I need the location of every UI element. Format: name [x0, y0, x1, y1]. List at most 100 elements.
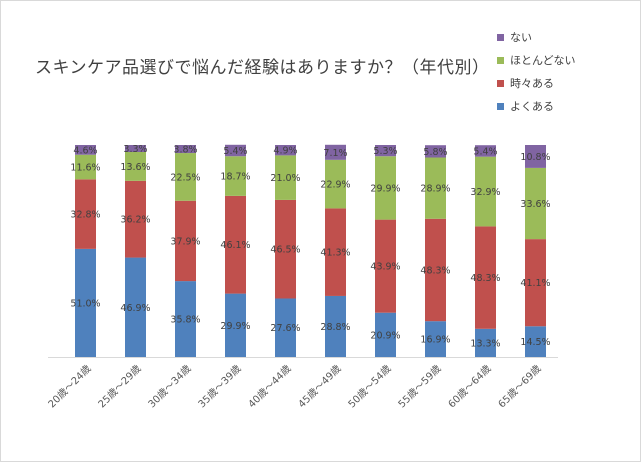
data-label: 33.6%: [520, 199, 550, 210]
data-label: 46.9%: [120, 303, 150, 314]
bar-segment: [175, 145, 196, 154]
bar-segment: [375, 145, 396, 157]
data-label: 29.9%: [220, 321, 250, 332]
bar-segment: [75, 154, 96, 180]
data-label: 13.6%: [120, 162, 150, 173]
data-label: 14.5%: [520, 337, 550, 348]
data-label: 21.0%: [270, 173, 300, 184]
x-tick-label: 60歳～64歳: [446, 363, 494, 411]
data-label: 13.3%: [470, 338, 500, 349]
legend-label: ない: [510, 31, 532, 44]
bar-segment: [525, 239, 546, 327]
x-tick-label: 30歳～34歳: [146, 363, 194, 411]
bar-segment: [475, 156, 496, 227]
x-tick-label: 55歳～59歳: [396, 363, 444, 411]
bar-segment: [225, 195, 246, 294]
bar-segment: [75, 248, 96, 357]
legend-label: よくある: [510, 100, 554, 113]
data-label: 37.9%: [170, 236, 200, 247]
data-label: 16.9%: [420, 335, 450, 346]
data-label: 18.7%: [220, 172, 250, 183]
bar-segment: [125, 257, 146, 357]
data-label: 32.9%: [470, 187, 500, 198]
bar-segment: [425, 321, 446, 357]
x-tick-label: 25歳～29歳: [96, 363, 144, 411]
bar-segment: [425, 218, 446, 322]
bar-segment: [375, 219, 396, 313]
bar-segment: [75, 145, 96, 155]
bar-segment: [325, 144, 346, 160]
data-label: 48.3%: [420, 265, 450, 276]
data-label: 36.2%: [120, 215, 150, 226]
bar-segment: [475, 226, 496, 329]
data-label: 5.4%: [473, 146, 497, 157]
bar-segment: [275, 199, 296, 299]
bar-segment: [525, 326, 546, 357]
legend-swatch: [497, 80, 504, 87]
data-label: 5.3%: [373, 146, 397, 157]
data-label: 35.8%: [170, 315, 200, 326]
bar-segment: [475, 328, 496, 357]
bar-segment: [375, 312, 396, 357]
data-label: 3.8%: [173, 145, 197, 156]
data-label: 10.8%: [520, 152, 550, 163]
data-label: 43.9%: [370, 262, 400, 273]
data-label: 7.1%: [323, 148, 347, 159]
data-label: 28.8%: [320, 322, 350, 333]
x-tick-label: 35歳～39歳: [196, 363, 244, 411]
data-label: 5.4%: [223, 146, 247, 157]
legend-label: 時々ある: [510, 77, 554, 90]
chart-title: スキンケア品選びで悩んだ経験はありますか？（年代別）: [35, 58, 490, 78]
data-label: 46.1%: [220, 240, 250, 251]
data-label: 5.8%: [423, 147, 447, 158]
x-tick-label: 50歳～54歳: [346, 363, 394, 411]
data-label: 32.8%: [70, 210, 100, 221]
data-label: 22.9%: [320, 180, 350, 191]
bar-segment: [225, 293, 246, 357]
legend-swatch: [497, 34, 504, 41]
data-label: 4.9%: [273, 146, 297, 157]
data-label: 48.3%: [470, 273, 500, 284]
legend-swatch: [497, 103, 504, 110]
bar-segment: [225, 144, 246, 157]
bar-segment: [225, 156, 246, 196]
legend-label: ほとんどない: [510, 54, 575, 67]
bar-segment: [425, 145, 446, 158]
data-label: 20.9%: [370, 330, 400, 341]
bar-segment: [275, 298, 296, 357]
x-tick-label: 40歳～44歳: [246, 363, 294, 411]
data-label: 3.3%: [123, 144, 147, 155]
bar-segment: [375, 156, 396, 220]
data-label: 28.9%: [420, 184, 450, 195]
legend-swatch: [497, 57, 504, 64]
x-tick-label: 45歳～49歳: [296, 363, 344, 411]
data-label: 4.6%: [73, 145, 97, 156]
bar-segment: [525, 145, 546, 168]
data-label: 41.1%: [520, 278, 550, 289]
bar-segment: [125, 151, 146, 181]
bar-segment: [425, 157, 446, 219]
bar-segment: [325, 208, 346, 296]
data-label: 27.6%: [270, 323, 300, 334]
data-label: 29.9%: [370, 183, 400, 194]
data-label: 41.3%: [320, 248, 350, 259]
bar-segment: [325, 159, 346, 209]
bar-segment: [525, 167, 546, 240]
bar-segment: [125, 145, 146, 152]
bar-segment: [475, 145, 496, 157]
bar-segment: [125, 180, 146, 258]
bar-segment: [275, 155, 296, 200]
data-label: 11.6%: [70, 163, 100, 174]
bar-segment: [175, 153, 196, 201]
bar-segment: [325, 295, 346, 357]
data-label: 51.0%: [70, 298, 100, 309]
data-label: 46.5%: [270, 245, 300, 256]
bar-segment: [275, 145, 296, 156]
bar-segment: [175, 200, 196, 282]
x-tick-label: 20歳～24歳: [46, 363, 94, 411]
data-label: 22.5%: [170, 172, 200, 183]
x-tick-label: 65歳～69歳: [496, 363, 544, 411]
bar-segment: [75, 179, 96, 249]
